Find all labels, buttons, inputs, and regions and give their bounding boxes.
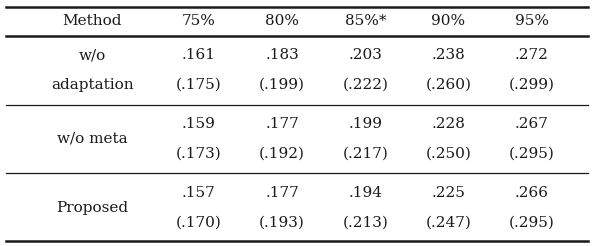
Text: (.247): (.247) (425, 216, 472, 230)
Text: 85%*: 85%* (345, 15, 386, 28)
Text: (.295): (.295) (508, 216, 555, 230)
Text: w/o: w/o (78, 48, 106, 62)
Text: .161: .161 (182, 48, 216, 62)
Text: 95%: 95% (514, 15, 549, 28)
Text: (.217): (.217) (342, 147, 388, 161)
Text: (.199): (.199) (259, 78, 305, 92)
Text: .225: .225 (431, 186, 466, 200)
Text: (.175): (.175) (176, 78, 222, 92)
Text: .272: .272 (514, 48, 549, 62)
Text: .199: .199 (348, 117, 383, 131)
Text: .177: .177 (266, 117, 299, 131)
Text: (.222): (.222) (342, 78, 388, 92)
Text: .183: .183 (266, 48, 299, 62)
Text: (.295): (.295) (508, 147, 555, 161)
Text: .177: .177 (266, 186, 299, 200)
Text: .157: .157 (182, 186, 216, 200)
Text: .159: .159 (182, 117, 216, 131)
Text: (.173): (.173) (176, 147, 222, 161)
Text: (.260): (.260) (425, 78, 472, 92)
Text: Proposed: Proposed (56, 201, 128, 215)
Text: .203: .203 (348, 48, 383, 62)
Text: (.193): (.193) (259, 216, 305, 230)
Text: (.192): (.192) (259, 147, 305, 161)
Text: (.299): (.299) (508, 78, 555, 92)
Text: Method: Method (62, 15, 122, 28)
Text: .194: .194 (348, 186, 383, 200)
Text: .238: .238 (432, 48, 465, 62)
Text: 75%: 75% (182, 15, 216, 28)
Text: .267: .267 (514, 117, 549, 131)
Text: adaptation: adaptation (50, 78, 134, 92)
Text: .266: .266 (514, 186, 549, 200)
Text: 80%: 80% (265, 15, 299, 28)
Text: w/o meta: w/o meta (57, 132, 127, 146)
Text: (.170): (.170) (176, 216, 222, 230)
Text: 90%: 90% (431, 15, 466, 28)
Text: (.213): (.213) (342, 216, 388, 230)
Text: (.250): (.250) (425, 147, 472, 161)
Text: .228: .228 (431, 117, 466, 131)
